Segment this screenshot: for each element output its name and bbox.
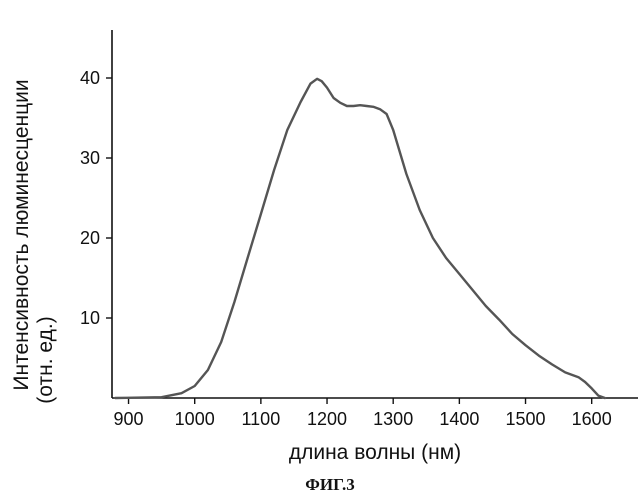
y-tick-label: 20 xyxy=(80,228,100,248)
series-line-0 xyxy=(115,79,605,398)
x-tick-label: 1100 xyxy=(242,409,281,429)
x-tick-label: 1000 xyxy=(175,409,215,429)
ticks: 900 1000 1100 1200 1300 1400 1500 1600 10 20 30 40 xyxy=(80,68,612,429)
x-tick-label: 1500 xyxy=(505,409,545,429)
x-tick-label: 1300 xyxy=(373,409,413,429)
series xyxy=(115,79,605,398)
x-tick-label: 1600 xyxy=(572,409,612,429)
y-tick-label: 10 xyxy=(80,308,100,328)
y-axis-title: Интенсивность люминесценции xyxy=(10,79,33,390)
x-axis-title: длина волны (нм) xyxy=(289,441,461,464)
x-tick-label: 900 xyxy=(114,409,144,429)
x-tick-label: 1400 xyxy=(439,409,479,429)
y-tick-label: 40 xyxy=(80,68,100,88)
x-tick-label: 1200 xyxy=(307,409,347,429)
axes xyxy=(112,30,638,398)
y-axis-unit: (отн. ед.) xyxy=(34,316,57,403)
figure-caption: ФИГ.3 xyxy=(305,475,354,494)
y-tick-label: 30 xyxy=(80,148,100,168)
